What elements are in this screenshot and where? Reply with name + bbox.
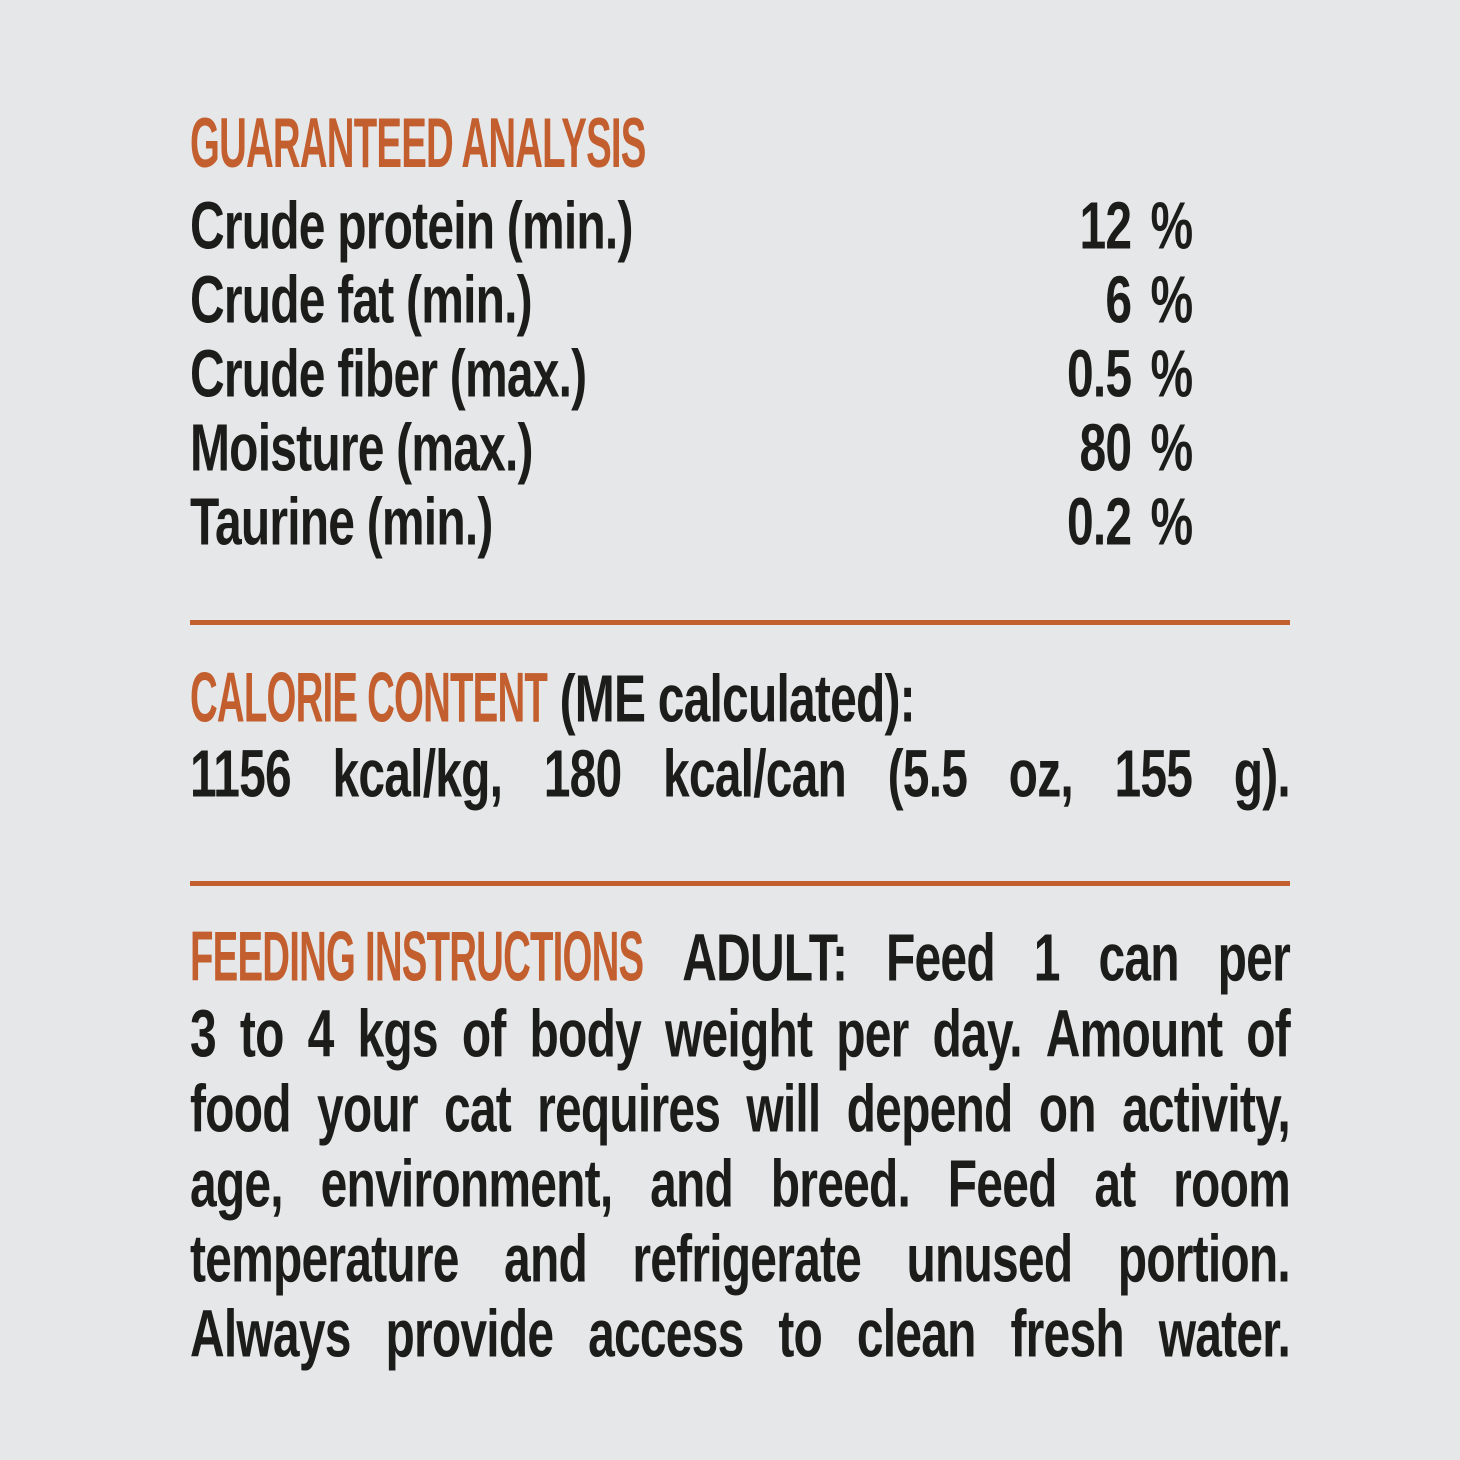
- word: 180: [543, 735, 622, 811]
- nutrient-unit: %: [1150, 261, 1194, 337]
- word: oz,: [1008, 735, 1074, 811]
- word: 3: [190, 995, 217, 1072]
- nutrient-unit: %: [1150, 409, 1194, 485]
- word: g).: [1233, 735, 1291, 811]
- nutrient-label: Crude fiber (max.): [190, 335, 587, 411]
- nutrient-value: 6: [1105, 261, 1132, 337]
- word: kgs: [357, 995, 439, 1072]
- nutrient-value: 0.5: [1066, 335, 1132, 411]
- nutrient-unit: %: [1150, 187, 1194, 263]
- word: 1: [1033, 919, 1061, 995]
- nutrient-value: 80: [1079, 409, 1133, 485]
- word: and: [650, 1145, 734, 1222]
- word: unused: [906, 1220, 1073, 1297]
- nutrient-label: Crude protein (min.): [190, 187, 633, 263]
- word: weight: [665, 995, 813, 1072]
- feeding-instructions-line: food your cat requires will depend on activity,: [190, 1067, 1291, 1151]
- nutrient-label: Moisture (max.): [190, 409, 534, 485]
- nutrient-unit: %: [1150, 483, 1194, 559]
- calorie-content-heading-line: CALORIE CONTENT (ME calculated):: [190, 658, 1290, 742]
- feeding-instructions-line: 3 to 4 kgs of body weight per day. Amount of: [190, 992, 1291, 1076]
- calorie-content-values: 1156 kcal/kg, 180 kcal/can (5.5 oz, 155 g).: [190, 733, 1291, 816]
- guaranteed-analysis-table: Crude protein (min.) 12 % Crude fat (min…: [190, 188, 1290, 559]
- guaranteed-analysis-heading-text: GUARANTEED ANALYSIS: [190, 105, 646, 184]
- word: 1156: [190, 735, 292, 811]
- word: to: [778, 1295, 823, 1372]
- word: Amount: [1045, 995, 1223, 1072]
- feeding-instructions-line: age, environment, and breed. Feed at room: [190, 1142, 1291, 1226]
- nutrient-label: Crude fat (min.): [190, 261, 533, 337]
- word: access: [588, 1295, 744, 1372]
- nutrient-label: Taurine (min.): [190, 483, 493, 559]
- word: body: [529, 995, 642, 1072]
- table-row: Crude fiber (max.) 0.5 %: [190, 333, 1290, 416]
- feeding-instructions-line: FEEDING INSTRUCTIONS ADULT: Feed 1 can per: [190, 915, 1291, 1000]
- table-row: Crude protein (min.) 12 %: [190, 185, 1290, 268]
- word: per: [1217, 919, 1291, 995]
- guaranteed-analysis-heading: GUARANTEED ANALYSIS: [190, 105, 1290, 187]
- word: depend: [846, 1070, 1014, 1147]
- word: (5.5: [887, 735, 968, 811]
- word: provide: [385, 1295, 554, 1372]
- word: will: [746, 1070, 821, 1147]
- word: at: [1094, 1145, 1136, 1222]
- word: on: [1038, 1070, 1097, 1147]
- word: environment,: [320, 1145, 614, 1222]
- word: to: [239, 995, 285, 1072]
- table-row: Moisture (max.) 80 %: [190, 407, 1290, 490]
- feeding-instructions-heading-text: FEEDING INSTRUCTIONS: [190, 918, 644, 997]
- word: 4: [307, 995, 335, 1072]
- word: ADULT:: [682, 919, 848, 995]
- word: Feed: [947, 1145, 1058, 1222]
- word: and: [504, 1220, 588, 1297]
- nutrient-unit: %: [1150, 335, 1194, 411]
- table-row: Crude fat (min.) 6 %: [190, 259, 1290, 342]
- word: activity,: [1121, 1070, 1291, 1147]
- word: of: [461, 995, 507, 1072]
- calorie-content-section: CALORIE CONTENT (ME calculated): 1156 kca…: [190, 660, 1291, 811]
- section-divider: [190, 881, 1290, 886]
- word: room: [1173, 1145, 1291, 1222]
- word: requires: [537, 1070, 721, 1147]
- calorie-content-heading-text: CALORIE CONTENT: [190, 659, 548, 738]
- word: per: [836, 995, 909, 1072]
- word: temperature: [190, 1220, 459, 1297]
- word: water.: [1158, 1295, 1291, 1372]
- word: clean: [856, 1295, 977, 1372]
- word: 155: [1114, 735, 1193, 811]
- word: portion.: [1117, 1220, 1291, 1297]
- nutrient-value: 0.2: [1066, 483, 1132, 559]
- table-row: Taurine (min.) 0.2 %: [190, 481, 1290, 564]
- feeding-instructions-line: temperature and refrigerate unused portion.: [190, 1217, 1291, 1301]
- word: food: [190, 1070, 292, 1147]
- nutrient-value: 12: [1079, 187, 1133, 263]
- feeding-instructions-line: Always provide access to clean fresh water.: [190, 1292, 1291, 1376]
- word: cat: [443, 1070, 512, 1147]
- word: day.: [932, 995, 1023, 1072]
- word: age,: [190, 1145, 284, 1222]
- word: kcal/kg,: [332, 735, 503, 811]
- section-divider: [190, 620, 1290, 625]
- calorie-content-qualifier: (ME calculated):: [559, 660, 916, 736]
- word: Always: [190, 1295, 351, 1372]
- word: your: [316, 1070, 419, 1147]
- word: of: [1246, 995, 1291, 1072]
- guaranteed-analysis-section: GUARANTEED ANALYSIS Crude protein (min.)…: [190, 105, 1290, 559]
- word: kcal/can: [662, 735, 847, 811]
- word: fresh: [1010, 1295, 1124, 1372]
- word: refrigerate: [632, 1220, 862, 1297]
- word: breed.: [770, 1145, 911, 1222]
- pet-food-label-panel: GUARANTEED ANALYSIS Crude protein (min.)…: [190, 0, 1291, 1371]
- word: Feed: [886, 919, 996, 995]
- word: can: [1098, 919, 1179, 995]
